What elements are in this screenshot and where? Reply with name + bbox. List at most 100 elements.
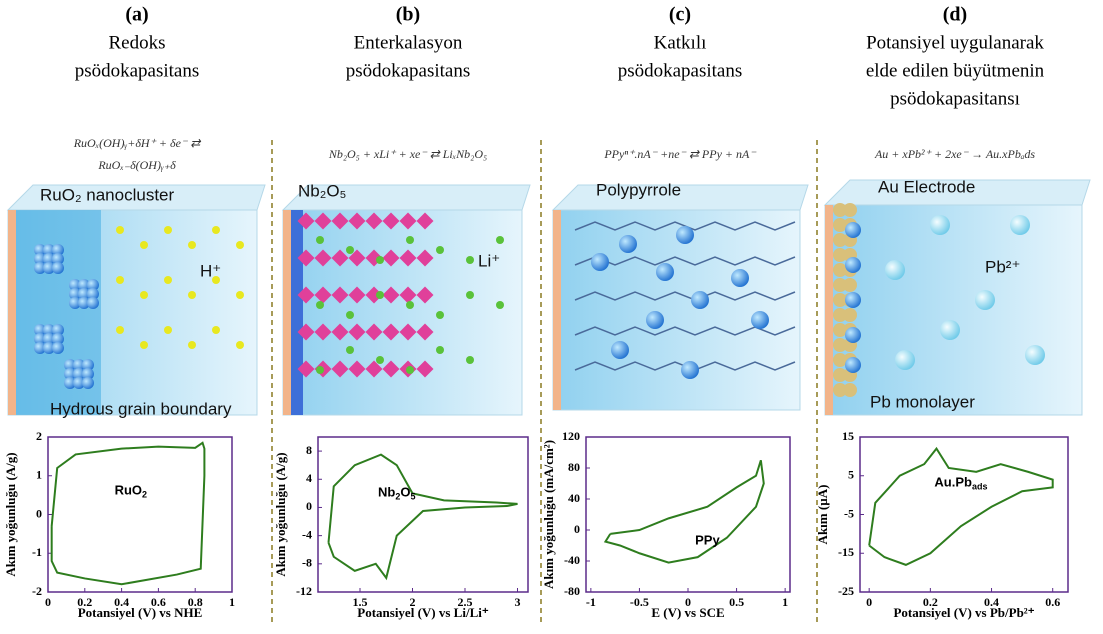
ion [316, 236, 324, 244]
ion [116, 326, 124, 334]
curve-label-part: 5 [410, 492, 415, 502]
panel-letter: (b) [396, 4, 420, 26]
curve-label: Nb2O5 [378, 485, 416, 502]
curve-label-part: PPy [695, 533, 720, 548]
ion [406, 366, 414, 374]
curve-label-part: Nb [378, 485, 395, 500]
y-tick-label: -80 [564, 584, 580, 598]
x-axis-label: Potansiyel (V) vs Pb/Pb²⁺ [893, 605, 1034, 620]
anion [656, 263, 674, 281]
ion [140, 291, 148, 299]
ion [140, 241, 148, 249]
curve-label: PPy [695, 533, 720, 548]
ion [188, 291, 196, 299]
illustration-label: H⁺ [200, 261, 221, 280]
y-axis-label: Akım yoğunluğu (mA/cm²) [541, 440, 556, 589]
ion [346, 246, 354, 254]
illustration-label: Hydrous grain boundary [50, 399, 232, 418]
ion [188, 241, 196, 249]
ion [496, 301, 504, 309]
ion [164, 226, 172, 234]
y-tick-label: 80 [568, 460, 580, 474]
ion [140, 341, 148, 349]
anion [681, 361, 699, 379]
cluster [52, 342, 64, 354]
y-tick-label: -2 [32, 584, 42, 598]
illustration-label: Li⁺ [478, 251, 500, 270]
x-tick-label: 0 [45, 595, 51, 609]
ion [436, 246, 444, 254]
curve-label-part: 2 [142, 490, 147, 500]
ion [376, 256, 384, 264]
x-tick-label: 3 [515, 595, 521, 609]
illustrations [8, 180, 1090, 415]
layer [291, 210, 303, 415]
y-tick-label: 120 [562, 429, 580, 443]
ion [376, 356, 384, 364]
equation: Nb₂O₅ + xLi⁺ + xe⁻ ⇄ LiₓNb₂O₅ [328, 147, 487, 161]
y-tick-label: 40 [568, 491, 580, 505]
anion [646, 311, 664, 329]
y-tick-label: 0 [306, 499, 312, 513]
panel-letter: (d) [943, 4, 967, 26]
equation: PPyⁿ⁺.nA⁻ +ne⁻ ⇄ PPy + nA⁻ [603, 147, 757, 161]
y-tick-label: 1 [36, 468, 42, 482]
pb-ion [930, 215, 950, 235]
panel-title: Enterkalasyon [354, 32, 463, 53]
ion [376, 291, 384, 299]
x-tick-label: 1 [782, 595, 788, 609]
ion [496, 236, 504, 244]
ion [164, 326, 172, 334]
panel-title: psödokapasitans [618, 60, 743, 81]
x-axis-label: E (V) vs SCE [651, 605, 724, 620]
ion [436, 346, 444, 354]
cv-curve [52, 443, 205, 584]
y-axis-label: Akım yoğunluğu (A/g) [3, 452, 18, 576]
y-tick-label: -12 [296, 584, 312, 598]
ion [346, 346, 354, 354]
x-axis-label: Potansiyel (V) vs Li/Li⁺ [357, 605, 489, 620]
cluster [87, 297, 99, 309]
ion [236, 291, 244, 299]
panel-title: Redoks [109, 32, 166, 53]
cv-curve [329, 455, 518, 578]
pb-atom [845, 257, 861, 273]
anion [619, 235, 637, 253]
y-tick-label: -5 [844, 506, 854, 520]
electrode [825, 205, 833, 415]
figure: (a)RedokspsödokapasitansRuOₓ(OH)ᵧ+δH⁺ + … [0, 0, 1103, 634]
electrode [553, 210, 561, 410]
pb-ion [885, 260, 905, 280]
panel-title: psödokapasitans [75, 60, 200, 81]
y-tick-label: 0 [574, 522, 580, 536]
curve-label: RuO2 [115, 483, 147, 500]
y-tick-label: 5 [848, 468, 854, 482]
curve-label: Au.Pbads [934, 475, 987, 492]
anion [611, 341, 629, 359]
panel-letter: (c) [669, 4, 691, 26]
y-tick-label: -25 [838, 584, 854, 598]
ion [406, 301, 414, 309]
illustration-label: Polypyrrole [596, 180, 681, 199]
ion [466, 256, 474, 264]
anion [731, 269, 749, 287]
equation: RuOₓ₋δ(OH)ᵧ₊δ [97, 158, 176, 172]
plots: 210-1-200.20.40.60.81Potansiyel (V) vs N… [3, 429, 1068, 620]
x-tick-label: -0.5 [630, 595, 649, 609]
panel-title: elde edilen büyütmenin [866, 60, 1045, 81]
y-tick-label: 15 [842, 429, 854, 443]
x-tick-label: 0.6 [1045, 595, 1060, 609]
ion [466, 291, 474, 299]
ion [116, 276, 124, 284]
illustration-label: Nb₂O₅ [298, 181, 346, 200]
pb-ion [940, 320, 960, 340]
y-tick-label: 2 [36, 429, 42, 443]
plot-frame [860, 437, 1068, 592]
curve-label-part: ads [972, 482, 988, 492]
ion [466, 356, 474, 364]
anion [676, 226, 694, 244]
panel-title: psödokapasitans [346, 60, 471, 81]
ion [188, 341, 196, 349]
equation: RuOₓ(OH)ᵧ+δH⁺ + δe⁻ ⇄ [73, 136, 202, 150]
cv-curve [869, 449, 1053, 565]
